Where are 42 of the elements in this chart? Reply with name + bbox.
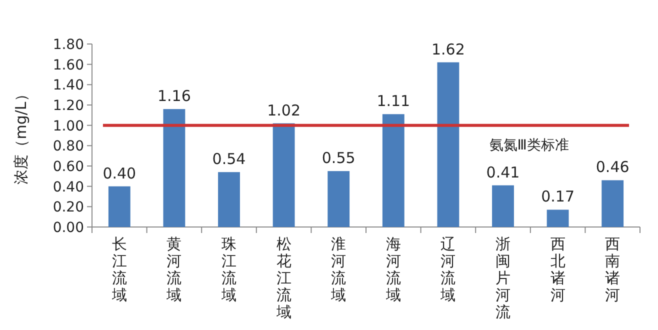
- y-tick-label: 1.20: [52, 98, 84, 114]
- y-tick-label: 1.80: [52, 37, 84, 53]
- data-label: 0.46: [596, 158, 630, 176]
- x-tick-label: 淮河流域: [330, 235, 346, 304]
- y-axis-title: 浓度（mg/L）: [12, 86, 30, 184]
- x-tick-label: 辽河流域: [440, 235, 456, 304]
- bar: [492, 185, 514, 227]
- x-tick-label: 长江流域: [110, 235, 127, 304]
- y-tick-label: 0.40: [52, 179, 84, 196]
- y-tick-label: 1.60: [52, 57, 84, 74]
- x-tick-label: 浙闽片河流: [496, 235, 510, 321]
- data-label: 1.11: [376, 92, 410, 110]
- y-tick-label: 1.00: [52, 118, 84, 134]
- bar: [602, 180, 624, 227]
- x-tick-label: 珠江流域: [220, 235, 236, 304]
- data-label: 0.40: [102, 164, 136, 182]
- data-label: 0.17: [541, 188, 575, 206]
- bar: [382, 114, 404, 227]
- y-tick-label: 1.40: [52, 78, 84, 94]
- x-tick-label: 西南诸河: [605, 235, 620, 304]
- data-label: 1.62: [431, 40, 465, 58]
- y-tick-label: 0.00: [52, 220, 84, 236]
- bar: [163, 109, 186, 227]
- bar: [437, 62, 460, 227]
- y-tick-label: 0.20: [52, 200, 84, 216]
- data-label: 0.54: [212, 150, 246, 168]
- x-tick-label: 松花江流域: [275, 235, 292, 321]
- bar: [108, 186, 130, 227]
- data-label: 1.02: [267, 101, 301, 120]
- y-tick-label: 0.80: [52, 138, 84, 155]
- x-tick-label: 黄河流域: [166, 235, 182, 304]
- bar: [328, 171, 350, 227]
- bar: [272, 123, 295, 227]
- bar: [218, 172, 240, 227]
- x-tick-label: 海河流域: [384, 235, 401, 304]
- data-label: 0.55: [322, 149, 356, 168]
- data-label: 1.16: [157, 87, 191, 106]
- data-label: 0.41: [486, 163, 520, 182]
- y-tick-label: 0.60: [52, 159, 84, 175]
- ref-line-label: 氨氮Ⅲ类标准: [489, 137, 569, 154]
- bar: [546, 210, 569, 227]
- x-tick-label: 西北诸河: [550, 235, 566, 304]
